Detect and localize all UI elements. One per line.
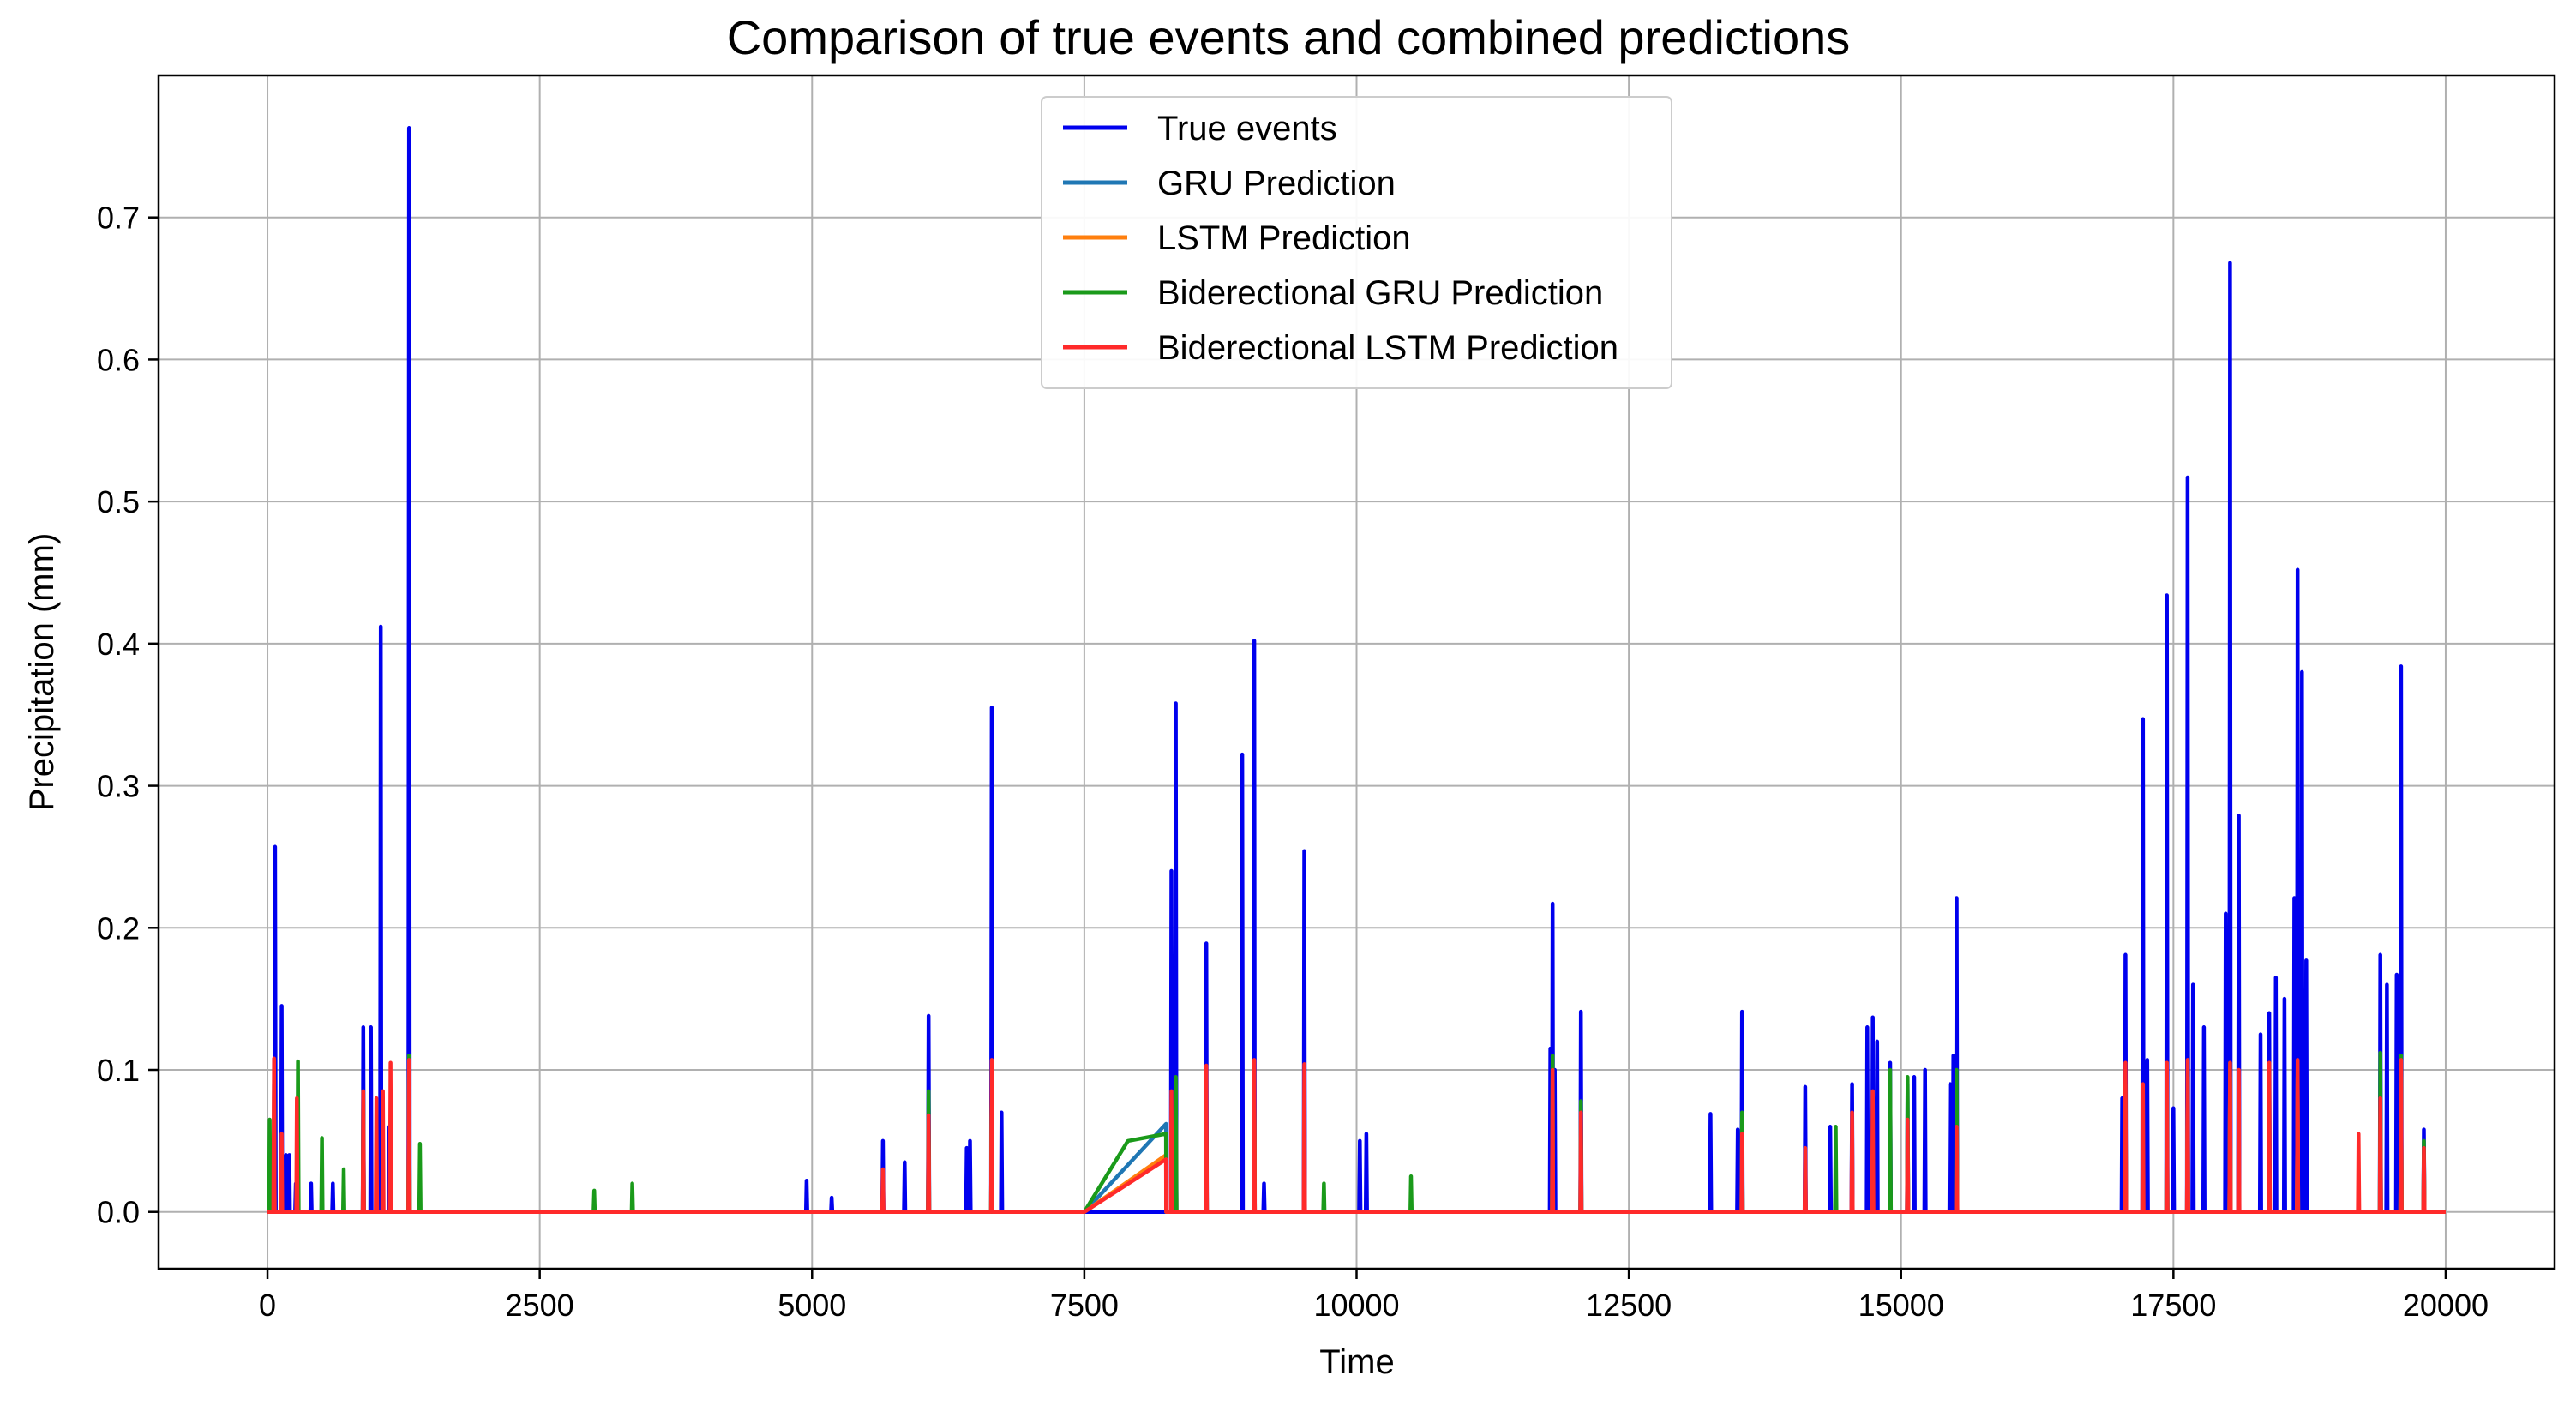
x-tick-label: 17500 [2130,1288,2216,1323]
x-axis-label: Time [1319,1343,1394,1381]
legend-entry-label: Biderectional LSTM Prediction [1157,329,1618,367]
legend-box [1041,96,1672,389]
legend-entry-label: True events [1157,110,1337,147]
y-tick-label: 0.4 [97,627,140,662]
legend-entry-label: LSTM Prediction [1157,219,1411,257]
x-tick-label: 10000 [1313,1288,1399,1323]
y-tick-label: 0.2 [97,910,140,946]
x-tick-label: 12500 [1586,1288,1672,1323]
legend-entry-label: Biderectional GRU Prediction [1157,274,1603,312]
y-tick-label: 0.6 [97,342,140,377]
y-tick-label: 0.5 [97,484,140,519]
axis-ticks: 0 2500 5000 7500 10000 12500 15000 17500 20000 0.… [97,201,2489,1323]
x-tick-label: 20000 [2403,1288,2489,1323]
legend: True events GRU Prediction LSTM Prediction… [1041,96,1672,389]
series-lines [267,126,2446,1214]
y-tick-label: 0.3 [97,769,140,804]
x-tick-label: 2500 [506,1288,574,1323]
x-tick-label: 7500 [1050,1288,1119,1323]
legend-entry-label: GRU Prediction [1157,165,1396,202]
y-tick-label: 0.0 [97,1195,140,1230]
chart-title: Comparison of true events and combined p… [727,10,1851,64]
y-axis-label: Precipitation (mm) [23,533,61,812]
x-tick-label: 15000 [1858,1288,1944,1323]
y-tick-label: 0.1 [97,1053,140,1088]
y-tick-label: 0.7 [97,201,140,236]
x-tick-label: 0 [259,1288,276,1323]
x-tick-label: 5000 [778,1288,846,1323]
series-line-4 [267,1056,2446,1214]
